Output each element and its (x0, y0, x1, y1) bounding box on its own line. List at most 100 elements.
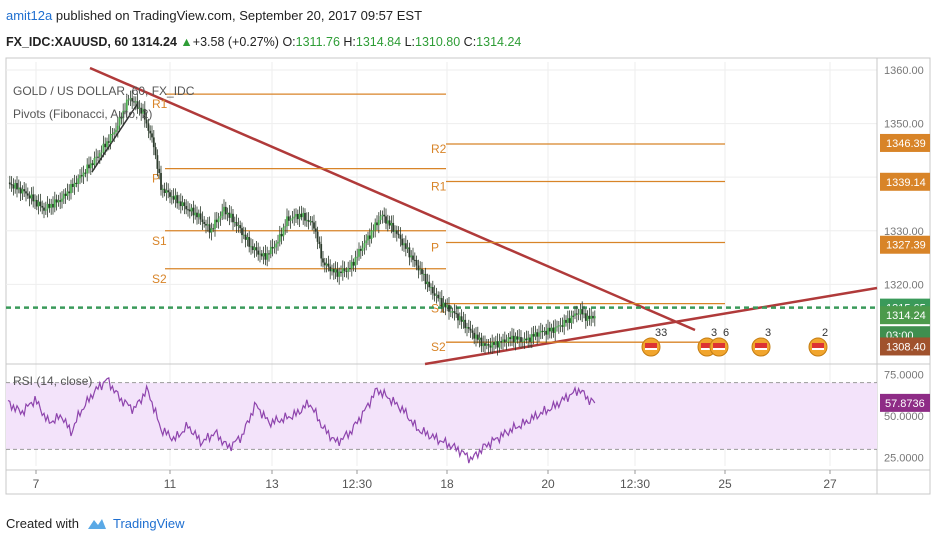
candle-body-304 (556, 326, 558, 328)
candle-body-90 (170, 196, 173, 198)
candle-body-266 (487, 344, 490, 346)
symbol-name[interactable]: FX_IDC:XAUUSD, 60 (6, 35, 129, 49)
candle-body-247 (453, 311, 456, 314)
candle-body-316 (577, 313, 580, 315)
candle-body-285 (521, 340, 524, 342)
candle-body-296 (541, 330, 544, 332)
candle-body-37 (75, 182, 78, 184)
price-change: +3.58 (+0.27%) (192, 35, 279, 49)
candle-body-76 (145, 119, 148, 124)
candle-body-164 (304, 212, 306, 221)
candle-body-81 (154, 147, 157, 156)
tradingview-link[interactable]: TradingView (112, 516, 185, 531)
candle-body-241 (442, 302, 445, 307)
x-tick-0: 7 (33, 477, 40, 491)
rsi-legend: RSI (14, close) (13, 374, 92, 388)
candle-body-261 (478, 337, 481, 340)
candle-body-202 (372, 230, 375, 232)
candle-body-248 (455, 313, 458, 315)
candle-body-314 (574, 313, 576, 316)
candle-body-105 (197, 213, 200, 218)
candle-body-275 (503, 339, 506, 343)
candle-body-318 (581, 309, 584, 315)
author-link[interactable]: amit12a (6, 8, 53, 23)
event-count-0: 33 (655, 327, 667, 339)
candle-body-104 (196, 212, 198, 218)
event-badges[interactable]: 33 3 6 3 2 (641, 327, 828, 357)
candle-body-134 (250, 246, 252, 248)
low-value: 1310.80 (415, 35, 461, 49)
price-label-box-0 (880, 133, 930, 152)
candle-body-175 (323, 262, 326, 266)
open-value: 1311.76 (295, 35, 340, 49)
candle-body-63 (122, 110, 125, 119)
us-flag-stripe-1 (701, 343, 713, 348)
candle-body-154 (286, 216, 288, 227)
candle-body-14 (34, 199, 36, 202)
rsi-line (7, 377, 596, 464)
candle-body-158 (293, 216, 296, 219)
candle-body-181 (334, 269, 337, 273)
candle-body-62 (120, 116, 123, 119)
candle-body-23 (50, 203, 53, 208)
candle-body-139 (259, 253, 261, 255)
candle-body-58 (113, 132, 116, 135)
candle-body-22 (48, 203, 51, 208)
candle-body-127 (237, 225, 240, 227)
candle-body-115 (215, 219, 218, 223)
candle-body-42 (84, 172, 87, 174)
candle-body-274 (502, 339, 504, 343)
candle-body-245 (449, 311, 452, 313)
candle-body-244 (448, 304, 450, 312)
candle-body-284 (520, 337, 522, 342)
candle-body-34 (70, 183, 72, 194)
candle-body-113 (212, 228, 215, 230)
downtrend-line (89, 66, 696, 332)
candle-body-57 (111, 134, 114, 136)
pivot-label-left-s2: S2 (152, 272, 167, 286)
candle-body-88 (167, 190, 170, 193)
candle-body-213 (392, 222, 395, 232)
candle-body-153 (284, 226, 287, 228)
candle-body-74 (142, 108, 144, 114)
candle-body-59 (115, 129, 117, 133)
candle-body-137 (255, 247, 258, 251)
candle-body-132 (246, 237, 249, 240)
us-flag-white-2 (713, 348, 725, 350)
candle-body-174 (322, 258, 324, 263)
candle-body-110 (206, 224, 209, 226)
y-tick-3: 1330.00 (884, 226, 924, 238)
candle-body-126 (235, 222, 238, 226)
candle-body-151 (280, 233, 283, 237)
candle-body-321 (586, 315, 589, 321)
candle-body-182 (336, 269, 339, 277)
candle-body-72 (138, 107, 141, 109)
candle-body-166 (307, 219, 310, 222)
candle-body-272 (498, 341, 501, 348)
candle-body-48 (95, 156, 98, 159)
candle-body-207 (381, 214, 384, 217)
candle-body-21 (46, 203, 49, 210)
candle-body-283 (518, 337, 521, 340)
candle-body-27 (57, 200, 60, 203)
candle-body-122 (228, 212, 231, 218)
candle-body-265 (485, 344, 488, 346)
candle-body-322 (588, 315, 591, 319)
candle-body-303 (554, 327, 557, 333)
candle-body-111 (208, 224, 211, 233)
candle-body-1 (10, 184, 13, 186)
candle-body-297 (543, 330, 546, 332)
candle-body-249 (457, 313, 459, 321)
candle-body-35 (71, 183, 74, 187)
candle-body-118 (221, 211, 224, 217)
y-tick-4: 1320.00 (884, 279, 924, 291)
pivots-legend: Pivots (Fibonacci, Auto, 2) (13, 107, 152, 121)
candle-body-270 (494, 341, 497, 345)
candle-body-281 (514, 336, 517, 343)
candle-body-186 (343, 268, 346, 271)
price-axis: 1360.001350.001340.001330.001320.001346.… (880, 65, 930, 465)
candle-body-183 (338, 271, 341, 277)
us-flag-white-1 (701, 348, 713, 350)
candle-body-109 (205, 223, 207, 226)
